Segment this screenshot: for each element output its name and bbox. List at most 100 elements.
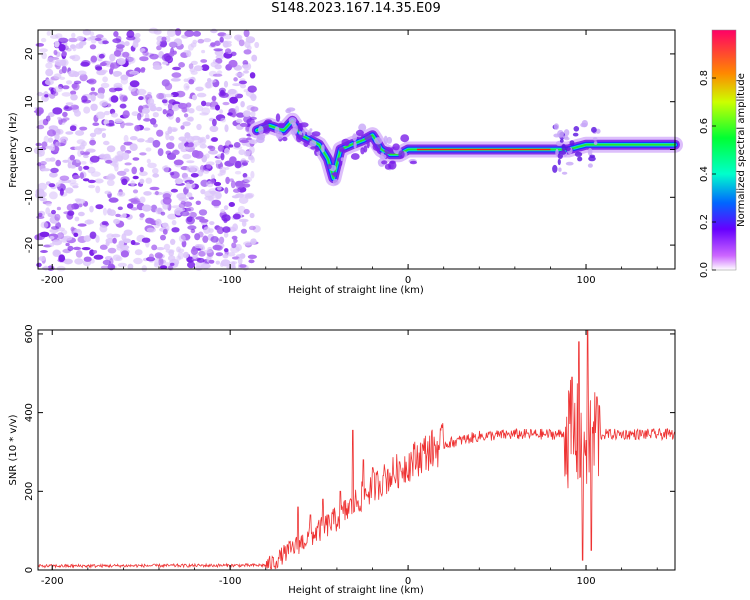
spectrogram-noise-blob	[223, 232, 229, 238]
spectrogram-noise-blob	[225, 48, 232, 54]
spectrogram-noise-blob	[90, 95, 95, 101]
spectrogram-noise-blob	[113, 31, 119, 37]
spectrogram-ridge-blob	[355, 129, 364, 136]
spectrogram-ridge-blob	[386, 136, 393, 144]
spectrogram-ridge-blob	[291, 122, 297, 128]
spectrogram-noise-blob	[89, 31, 95, 37]
spectrogram-noise-blob	[123, 134, 129, 143]
spectrogram-noise-blob	[250, 93, 257, 102]
spectrogram-noise-blob	[184, 30, 195, 37]
spectrogram-ridge-blob	[552, 164, 558, 173]
spectrogram-ridge-blob	[384, 146, 393, 155]
spectrogram-noise-blob	[43, 135, 49, 144]
spectrogram-noise-blob	[88, 184, 96, 189]
spectrogram-noise-blob	[217, 173, 223, 177]
spectrogram-noise-blob	[195, 105, 204, 112]
spectrogram-noise-blob	[46, 129, 57, 137]
spectrogram-ridge-blob	[383, 135, 388, 145]
spectrogram-noise-blob	[147, 162, 157, 169]
colorbar-gradient	[712, 30, 736, 270]
spectrogram-noise-blob	[87, 78, 97, 85]
spectrogram-noise-blob	[116, 170, 127, 176]
spectrogram-noise-blob	[92, 250, 98, 254]
spectrogram-noise-blob	[75, 159, 81, 164]
spectrogram-noise-blob	[60, 118, 67, 123]
spectrogram-noise-blob	[83, 151, 90, 155]
spectrogram-noise-blob	[180, 210, 190, 217]
spectrogram-noise-blob	[163, 243, 171, 251]
spectrogram-noise-blob	[105, 241, 110, 247]
spectrogram-ridge-blob	[340, 157, 344, 162]
spectrogram-noise-blob	[67, 245, 74, 251]
spectrogram-noise-blob	[240, 101, 245, 108]
spectrogram-noise-blob	[132, 41, 139, 48]
spectrogram-noise-blob	[97, 92, 104, 99]
spectrogram-noise-blob	[69, 154, 76, 161]
spectrogram-noise-blob	[222, 254, 229, 259]
spectrogram-noise-blob	[201, 49, 206, 54]
spectrogram-noise-blob	[78, 211, 85, 217]
spectrogram-ridge-blob	[282, 136, 288, 142]
spectrogram-noise-blob	[247, 37, 254, 44]
spectrogram-noise-blob	[109, 53, 116, 62]
spectrogram-noise-blob	[120, 74, 129, 81]
spectrogram-noise-blob	[104, 190, 112, 195]
spectrogram-noise-blob	[49, 236, 55, 240]
spectrogram-noise-blob	[159, 265, 168, 270]
spectrogram-noise-blob	[152, 112, 159, 118]
spectrogram-noise-blob	[73, 232, 79, 237]
spectrogram-noise-blob	[208, 79, 217, 83]
spectrogram-noise-blob	[119, 103, 127, 109]
spectrogram-noise-blob	[116, 243, 125, 249]
spectrogram-noise-blob	[197, 38, 205, 44]
spectrogram-noise-blob	[187, 261, 196, 269]
spectrogram-noise-blob	[65, 242, 70, 247]
spectrogram-ridge-blob	[587, 163, 593, 168]
spectrogram-noise-blob	[102, 207, 108, 216]
spectrogram-noise-blob	[98, 40, 103, 45]
spectrogram-noise-blob	[229, 89, 238, 98]
spectrogram-noise-blob	[210, 178, 215, 185]
spectrogram-noise-blob	[124, 162, 132, 166]
spectrogram-noise-blob	[97, 87, 105, 95]
spectrogram-noise-blob	[53, 49, 58, 56]
spectrogram-noise-blob	[150, 105, 157, 112]
spectrogram-noise-blob	[203, 169, 210, 174]
spectrogram-noise-blob	[244, 194, 254, 200]
spectrogram-noise-blob	[114, 87, 123, 92]
spectrogram-noise-blob	[167, 103, 173, 111]
spectrogram-noise-blob	[106, 175, 111, 181]
spectrogram-noise-blob	[98, 128, 107, 132]
spectrogram-ridge-blob	[593, 137, 598, 141]
spectrogram-noise-blob	[65, 187, 74, 194]
spectrogram-noise-blob	[250, 170, 255, 179]
spectrogram-noise-blob	[192, 39, 198, 45]
spectrogram-noise-blob	[68, 37, 78, 43]
spectrogram-noise-blob	[39, 231, 50, 238]
spectrogram-noise-blob	[136, 88, 147, 96]
spectrogram-noise-blob	[239, 264, 247, 268]
spectrogram-noise-blob	[129, 80, 140, 88]
spectrogram-noise-blob	[154, 190, 159, 196]
spectrogram-noise-blob	[215, 191, 222, 200]
spectrogram-ridge-blob	[327, 163, 332, 170]
spectrogram-noise-blob	[210, 42, 216, 47]
spectrogram-noise-blob	[49, 147, 55, 151]
spectrogram-noise-blob	[248, 259, 255, 264]
spectrogram-ridge	[248, 107, 683, 187]
spectrogram-noise-blob	[249, 116, 257, 120]
spectrogram-noise-blob	[59, 188, 64, 196]
spectrogram-noise-blob	[152, 139, 161, 148]
spectrogram-noise-blob	[197, 169, 204, 177]
spectrogram-noise-blob	[111, 112, 118, 118]
spectrogram-noise-blob	[48, 112, 55, 118]
spectrogram-ridge-blob	[561, 143, 566, 152]
spectrogram-noise-blob	[95, 204, 104, 210]
spectrogram-noise-blob	[101, 220, 109, 225]
spectrogram-noise-blob	[199, 112, 209, 116]
spectrogram-ridge-blob	[352, 133, 357, 142]
colorbar-tick-label: 0.2	[699, 214, 710, 230]
spectrogram-noise-blob	[95, 111, 106, 119]
spectrogram-noise-blob	[139, 56, 149, 62]
spectrogram-noise-blob	[57, 116, 62, 120]
